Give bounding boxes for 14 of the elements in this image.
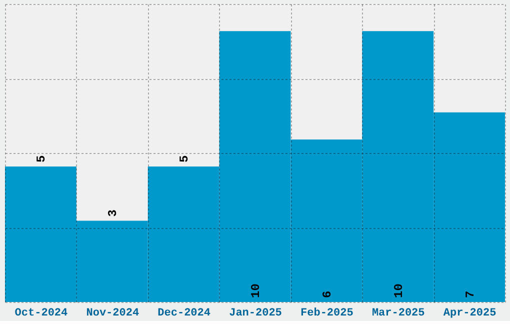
x-tick-label: Dec-2024: [158, 308, 211, 320]
x-tick-label: Nov-2024: [86, 308, 140, 320]
data-label: 3: [106, 210, 120, 217]
data-label: 7: [463, 290, 478, 298]
data-label: 10: [392, 284, 406, 298]
x-tick-label: Oct-2024: [14, 308, 68, 320]
x-tick-label: Mar-2025: [372, 308, 426, 320]
data-label: 10: [249, 284, 263, 298]
data-label: 6: [320, 290, 334, 298]
x-tick-label: Jan-2025: [229, 308, 282, 320]
x-tick-label: Apr-2025: [443, 308, 497, 320]
x-tick-label: Feb-2025: [300, 308, 354, 320]
data-label: 5: [34, 155, 49, 163]
data-label: 5: [178, 155, 192, 163]
